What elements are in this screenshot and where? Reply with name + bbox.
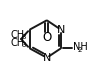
Text: NH: NH xyxy=(73,42,88,52)
Text: N: N xyxy=(43,53,51,63)
Text: O: O xyxy=(42,31,51,44)
Text: CH: CH xyxy=(10,38,24,48)
Text: N: N xyxy=(57,25,65,35)
Text: 3: 3 xyxy=(21,42,26,48)
Text: 3: 3 xyxy=(21,34,26,40)
Text: CH: CH xyxy=(10,30,24,40)
Text: 2: 2 xyxy=(78,47,82,52)
